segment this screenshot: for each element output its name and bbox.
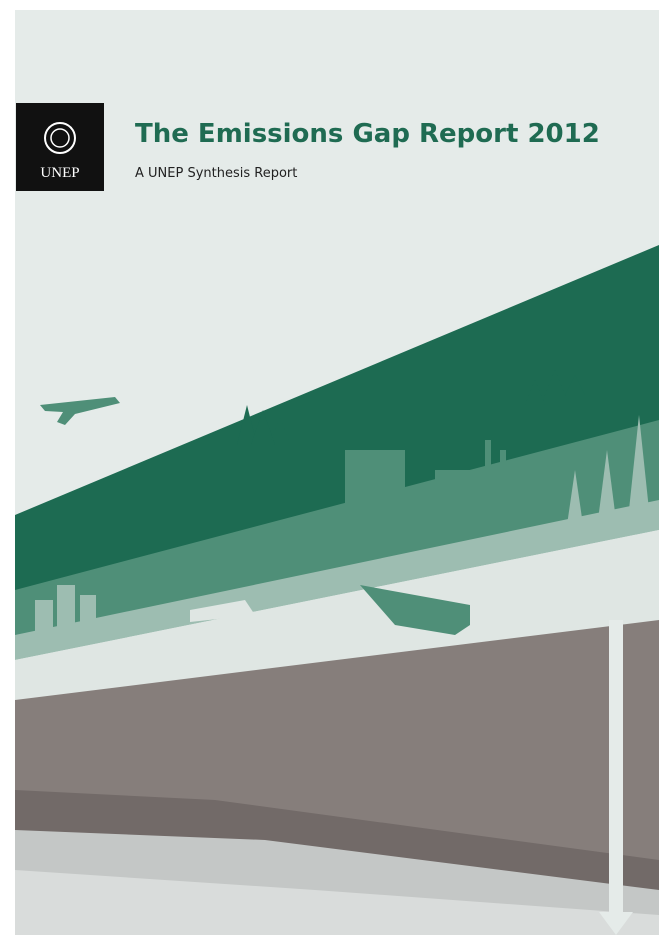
logo-label: UNEP xyxy=(40,165,79,181)
light-band xyxy=(15,500,659,660)
ship xyxy=(360,585,470,635)
tractor xyxy=(190,600,255,622)
report-subtitle: A UNEP Synthesis Report xyxy=(135,166,297,181)
logo-emblem xyxy=(44,122,76,154)
airplane xyxy=(40,397,120,425)
dark-band xyxy=(15,245,659,635)
mid-band xyxy=(15,420,659,650)
logo-emblem-inner xyxy=(50,128,70,148)
ground xyxy=(15,530,659,700)
arrow-shaft xyxy=(609,620,623,915)
buildings xyxy=(345,440,506,520)
report-cover: UNEP The Emissions Gap Report 2012 A UNE… xyxy=(15,10,659,935)
rock-layer-light xyxy=(15,870,659,935)
pylons xyxy=(35,415,649,640)
report-title: The Emissions Gap Report 2012 xyxy=(135,119,600,149)
arrow-head xyxy=(599,912,633,935)
trees xyxy=(237,368,607,445)
